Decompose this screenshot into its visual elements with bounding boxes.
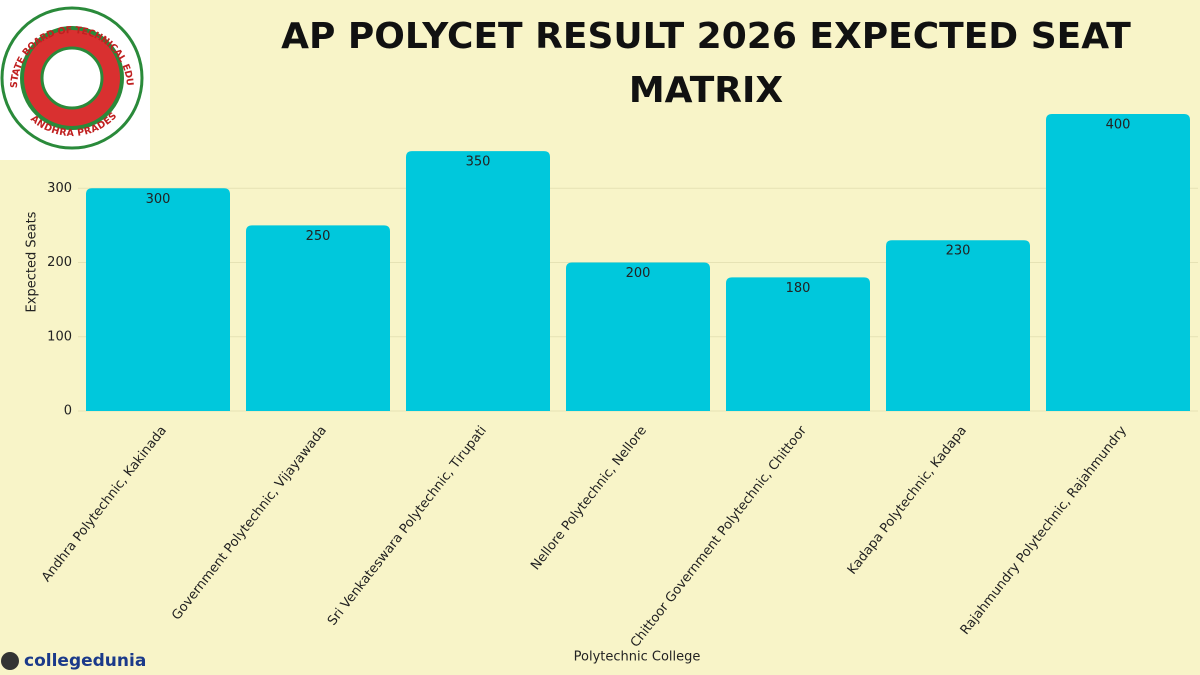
watermark-text: collegedunia — [24, 651, 146, 671]
bar — [886, 240, 1030, 411]
bar — [246, 225, 390, 411]
y-axis-label: Expected Seats — [25, 211, 40, 312]
bar — [1046, 114, 1190, 411]
bar — [86, 188, 230, 411]
data-label: 230 — [946, 244, 971, 259]
y-tick-label: 100 — [47, 329, 72, 344]
bar — [406, 151, 550, 411]
data-label: 200 — [626, 266, 651, 281]
data-label: 250 — [306, 229, 331, 244]
x-axis-label: Polytechnic College — [574, 650, 701, 665]
bar — [726, 277, 870, 411]
bar — [566, 262, 710, 411]
data-label: 400 — [1106, 118, 1131, 133]
logo-center — [40, 46, 104, 110]
watermark: collegedunia — [1, 651, 146, 671]
data-label: 300 — [146, 192, 171, 207]
y-tick-label: 300 — [47, 181, 72, 196]
y-tick-label: 200 — [47, 255, 72, 270]
data-label: 350 — [466, 155, 491, 170]
data-label: 180 — [786, 281, 811, 296]
watermark-icon — [1, 652, 19, 670]
logo: STATE BOARD OF TECHNICAL EDUCATION & TRA… — [0, 0, 150, 160]
chart-title: AP POLYCET RESULT 2026 EXPECTED SEAT — [281, 16, 1131, 57]
chart-title-line: MATRIX — [629, 70, 784, 111]
y-tick-label: 0 — [64, 404, 72, 419]
